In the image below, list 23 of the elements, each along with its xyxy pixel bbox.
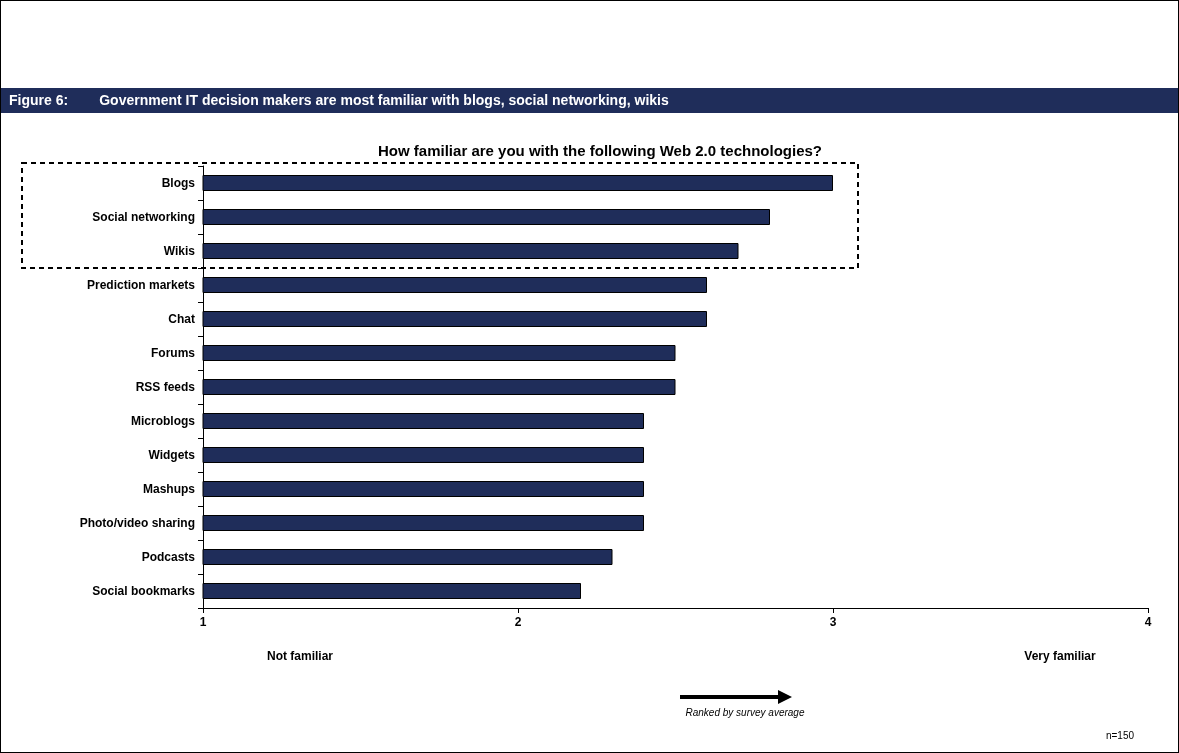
x-tick-label: 1 — [199, 615, 207, 629]
y-tick-label: RSS feeds — [135, 380, 196, 394]
y-tick-label: Podcasts — [141, 550, 196, 564]
x-tick-label: 2 — [514, 615, 522, 629]
y-tick-label: Microblogs — [130, 414, 196, 428]
y-tick-label: Social networking — [92, 210, 195, 224]
y-tick-label: Prediction markets — [86, 278, 196, 292]
y-tick-label: Blogs — [161, 176, 196, 190]
y-tick-label: Widgets — [148, 448, 196, 462]
y-tick-label: Photo/video sharing — [79, 516, 195, 530]
x-tick-label: 3 — [829, 615, 837, 629]
y-tick-label: Wikis — [163, 244, 196, 258]
text: n=150 — [1105, 729, 1135, 741]
text: Very familiar — [1024, 649, 1097, 663]
y-tick-label: Social bookmarks — [92, 584, 196, 598]
y-tick-label: Forums — [150, 346, 196, 360]
chart-title: Figure 6: Government IT decision makers are most familiar with blogs, social networking, wikis — [1, 88, 1178, 113]
x-tick-label: 4 — [1144, 615, 1152, 629]
chart-subtitle: How familiar are you with the following Web 2.0 technologies? — [378, 142, 822, 159]
y-tick-label: Mashups — [142, 482, 196, 496]
y-tick-label: Chat — [168, 312, 195, 326]
text: Ranked by survey average — [685, 706, 805, 718]
text: Not familiar — [266, 649, 334, 663]
